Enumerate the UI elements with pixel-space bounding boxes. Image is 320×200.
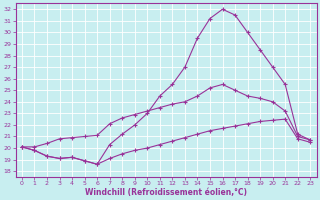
X-axis label: Windchill (Refroidissement éolien,°C): Windchill (Refroidissement éolien,°C)	[85, 188, 247, 197]
